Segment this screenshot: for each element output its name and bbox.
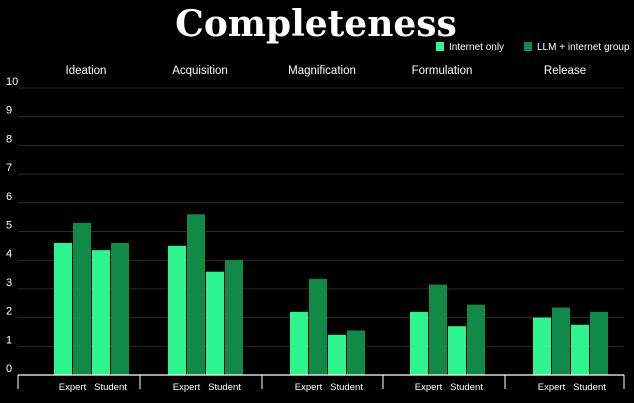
bar-acquisition-student-series-1 bbox=[225, 260, 243, 375]
bar-magnification-student-series-0 bbox=[328, 334, 346, 375]
bar-acquisition-student-series-0 bbox=[206, 271, 224, 375]
y-tick-label: 5 bbox=[6, 220, 12, 232]
bar-formulation-student-series-1 bbox=[467, 304, 485, 375]
y-tick-label: 0 bbox=[6, 363, 12, 375]
group-label-student: Student bbox=[330, 382, 363, 393]
group-label-student: Student bbox=[450, 382, 483, 393]
bar-magnification-expert-series-1 bbox=[309, 278, 327, 375]
stage-label: Release bbox=[544, 65, 586, 77]
bar-release-expert-series-0 bbox=[533, 317, 551, 375]
group-label-expert: Expert bbox=[538, 382, 566, 393]
y-tick-label: 7 bbox=[6, 162, 12, 174]
bar-release-student-series-0 bbox=[571, 324, 589, 375]
group-label-student: Student bbox=[208, 382, 241, 393]
bar-acquisition-expert-series-1 bbox=[187, 214, 205, 375]
bar-magnification-student-series-1 bbox=[347, 330, 365, 375]
stage-label: Magnification bbox=[288, 65, 356, 77]
y-tick-label: 4 bbox=[6, 248, 12, 260]
y-tick-label: 2 bbox=[6, 306, 12, 318]
y-tick-label: 1 bbox=[6, 334, 12, 346]
stage-label: Formulation bbox=[412, 65, 473, 77]
y-tick-label: 6 bbox=[6, 191, 12, 203]
y-tick-label: 9 bbox=[6, 105, 12, 117]
bar-acquisition-expert-series-0 bbox=[168, 245, 186, 375]
bar-ideation-student-series-1 bbox=[111, 242, 129, 375]
group-label-expert: Expert bbox=[59, 382, 87, 393]
bar-release-expert-series-1 bbox=[552, 307, 570, 375]
bar-formulation-student-series-0 bbox=[448, 326, 466, 375]
group-label-expert: Expert bbox=[295, 382, 323, 393]
legend-label-llm-internet: LLM + internet group bbox=[537, 42, 630, 53]
bar-ideation-student-series-0 bbox=[92, 250, 110, 375]
bar-ideation-expert-series-1 bbox=[73, 222, 91, 375]
group-label-student: Student bbox=[94, 382, 127, 393]
bars bbox=[54, 214, 608, 375]
y-tick-label: 10 bbox=[6, 76, 18, 88]
stage-label: Ideation bbox=[66, 65, 107, 77]
legend: Internet only LLM + internet group bbox=[436, 42, 630, 53]
bar-release-student-series-1 bbox=[590, 311, 608, 375]
legend-swatch-llm-internet bbox=[524, 42, 532, 51]
stage-labels: Ideation Acquisition Magnification Formulat… bbox=[66, 65, 587, 77]
bar-formulation-expert-series-0 bbox=[410, 311, 428, 375]
bar-formulation-expert-series-1 bbox=[429, 284, 447, 375]
group-label-expert: Expert bbox=[173, 382, 201, 393]
y-tick-label: 3 bbox=[6, 277, 12, 289]
chart-title: Completeness bbox=[175, 3, 457, 45]
bar-magnification-expert-series-0 bbox=[290, 311, 308, 375]
group-label-expert: Expert bbox=[415, 382, 443, 393]
stage-label: Acquisition bbox=[172, 65, 228, 77]
group-label-student: Student bbox=[573, 382, 606, 393]
y-axis: 0 1 2 3 4 5 6 7 8 9 10 bbox=[6, 76, 18, 375]
legend-label-internet-only: Internet only bbox=[449, 42, 504, 53]
x-axis: Expert Student Expert Student Expert Student E… bbox=[17, 374, 625, 393]
legend-swatch-internet-only bbox=[436, 42, 444, 51]
y-tick-label: 8 bbox=[6, 133, 12, 145]
bar-ideation-expert-series-0 bbox=[54, 242, 72, 375]
